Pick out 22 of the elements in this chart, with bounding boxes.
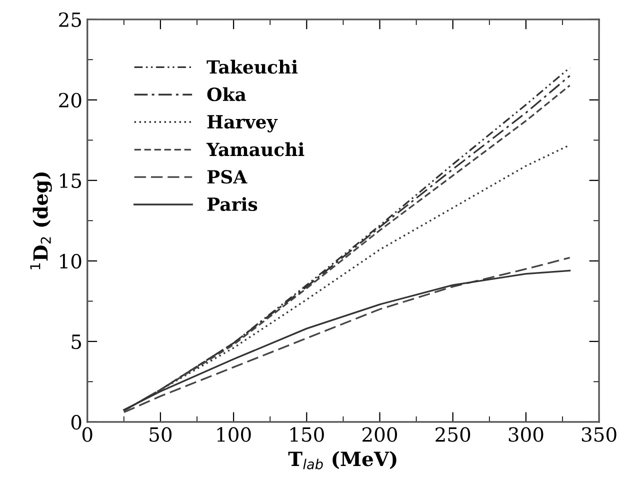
legend-label: Oka [207,87,246,102]
x-axis-title: T$_{lab}$ (MeV) [288,451,396,470]
y-tick-label: 0 [71,414,82,430]
legend-label: Takeuchi [206,60,298,74]
y-axis-title: $^{1}$D$_{2}$ (deg) [30,172,52,270]
legend-label: Paris [207,197,258,212]
y-tick-label: 25 [59,12,81,28]
y-tick-label: 20 [59,92,82,108]
legend-label: Harvey [207,115,278,132]
x-tick-label: 300 [508,427,544,442]
x-tick-label: 200 [362,427,398,442]
x-tick-label: 250 [436,427,470,442]
x-tick-label: 50 [150,427,172,442]
x-tick-label: 150 [290,427,324,442]
x-tick-label: 350 [582,427,616,442]
legend-label: PSA [207,170,248,184]
legend-label: Yamauchi [206,142,304,156]
y-tick-label: 15 [60,173,81,188]
y-tick-label: 10 [60,254,82,269]
x-tick-label: 0 [82,427,92,442]
x-tick-label: 100 [217,427,251,442]
y-tick-label: 5 [72,334,81,350]
